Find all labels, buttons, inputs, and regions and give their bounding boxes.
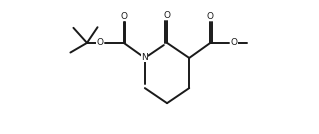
Text: O: O	[120, 12, 127, 21]
Text: O: O	[164, 11, 171, 20]
Text: N: N	[141, 53, 148, 62]
Text: O: O	[231, 38, 238, 47]
Text: O: O	[96, 38, 103, 47]
Text: O: O	[207, 12, 214, 21]
